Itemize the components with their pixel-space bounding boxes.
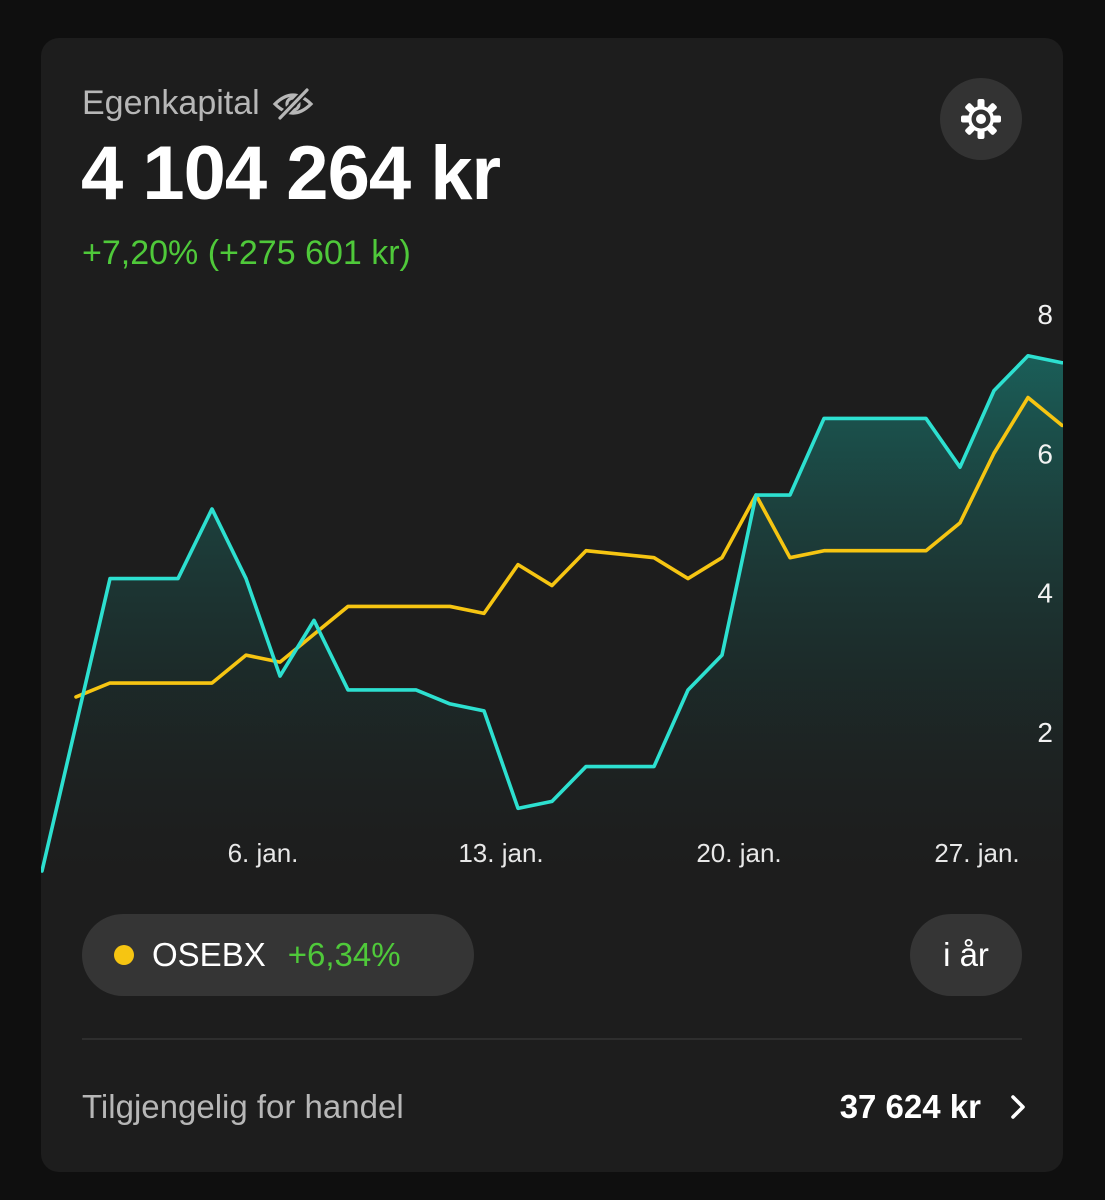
equity-chart: 8 6 4 2 6. jan. 13. jan. 20. jan. 27. jan. [41,299,1063,873]
equity-change: +7,20% (+275 601 kr) [82,234,411,272]
eye-slash-icon[interactable] [272,87,314,121]
benchmark-toggle[interactable]: OSEBX +6,34% [82,914,474,996]
portfolio-line [41,353,1063,873]
period-button[interactable]: i år [910,914,1022,996]
gear-icon [961,99,1001,139]
y-tick-label: 8 [1037,299,1053,330]
equity-card: Egenkapital 4 104 264 kr +7,20% (+275 60… [41,38,1063,1172]
benchmark-change: +6,34% [287,936,401,973]
y-tick-label: 6 [1037,438,1053,469]
y-tick-label: 2 [1037,717,1053,748]
divider [82,1038,1022,1040]
y-tick-label: 4 [1037,578,1053,609]
chevron-right-icon [1009,1094,1027,1120]
equity-amount: 4 104 264 kr [81,131,501,216]
x-tick-label: 13. jan. [458,838,543,868]
x-tick-label: 27. jan. [934,838,1019,868]
benchmark-name: OSEBX [152,936,266,973]
equity-label: Egenkapital [82,84,260,122]
benchmark-dot [114,945,134,965]
available-for-trading-row[interactable]: Tilgjengelig for handel 37 624 kr [82,1074,1027,1140]
portfolio-area [42,355,1063,871]
benchmark-line [74,395,1063,699]
settings-button[interactable] [940,78,1022,160]
available-value: 37 624 kr [839,1088,981,1125]
x-tick-label: 6. jan. [228,838,299,868]
x-tick-label: 20. jan. [696,838,781,868]
available-label: Tilgjengelig for handel [82,1088,404,1125]
equity-label-row: Egenkapital [82,84,314,123]
